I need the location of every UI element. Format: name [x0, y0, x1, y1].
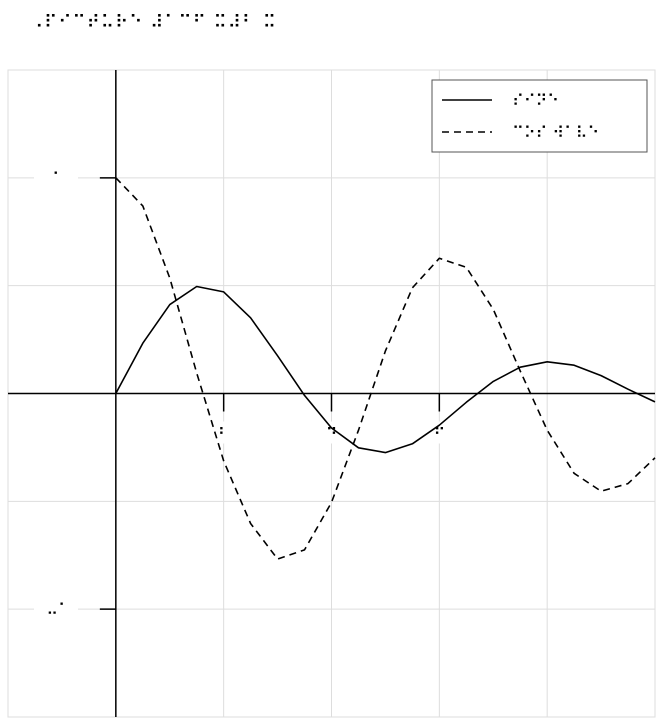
x-tick-label: ⠙: [326, 425, 338, 444]
y-tick-label-bg: [34, 166, 78, 189]
y-tick-label: ⠁: [52, 169, 64, 188]
series-group: [115, 177, 656, 560]
legend-label-2: ⠉⠕⠎ ⠺⠁⠧⠑: [512, 123, 599, 142]
y-tick-label: ⠤⠁: [46, 600, 69, 619]
x-tick-label: ⠋: [433, 425, 445, 444]
legend-box: [431, 79, 648, 153]
x-tick-label-bg: [213, 421, 234, 444]
x-tick-label-bg: [321, 421, 342, 444]
legend-label-1: ⠎⠊⠝⠑: [512, 91, 559, 110]
y-tick-label-bg: [34, 598, 78, 621]
legend: ⠎⠊⠝⠑ ⠉⠕⠎ ⠺⠁⠧⠑: [431, 79, 648, 153]
series-line-1: [115, 285, 656, 454]
x-tick-label-bg: [429, 421, 450, 444]
chart-title: ⠠⠏⠊⠉⠞⠥⠗⠑ ⠼⠁⠉⠋ ⠭⠼⠃ ⠭: [30, 12, 278, 33]
ticks: ⠃ ⠙ ⠋ ⠁ ⠤⠁: [34, 166, 450, 621]
series-line-2: [115, 177, 656, 560]
x-tick-label: ⠃: [218, 425, 230, 444]
